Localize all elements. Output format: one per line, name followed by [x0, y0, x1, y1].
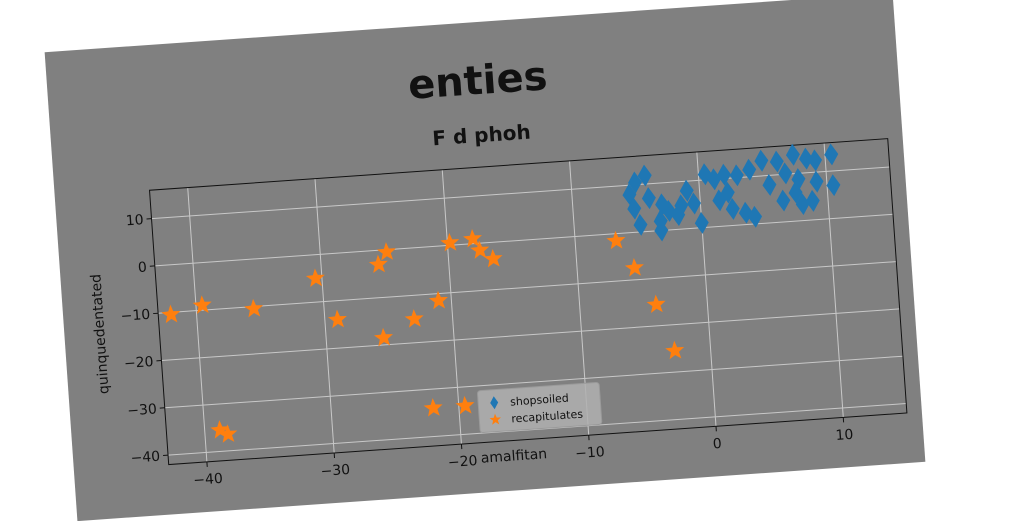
y-tick-label: 0: [137, 259, 147, 276]
chart-title: enties: [407, 53, 549, 109]
chart-subtitle: F d phoh: [432, 120, 532, 151]
x-tick-label: −20: [447, 453, 478, 471]
x-tick-label: −10: [575, 444, 606, 462]
y-tick-label: −40: [130, 449, 161, 467]
x-tick-label: 10: [835, 427, 854, 444]
y-tick-label: −30: [127, 401, 158, 419]
y-axis-label: quinquedentated: [88, 273, 112, 394]
x-axis-label: amalfitan: [480, 446, 547, 467]
legend-box: [477, 382, 602, 432]
x-tick-label: 0: [712, 436, 722, 453]
y-tick-label: −20: [123, 354, 154, 372]
y-tick-label: −10: [120, 307, 151, 325]
x-tick-label: −40: [193, 471, 224, 489]
y-tick-label: 10: [125, 212, 144, 229]
scatter-chart: enties F d phoh −40 −30 −20 −10 0 10 −40 −30 −20…: [45, 0, 926, 521]
x-tick-label: −30: [320, 462, 351, 480]
chart-figure: enties F d phoh −40 −30 −20 −10 0 10 −40 −30 −20…: [45, 0, 926, 521]
